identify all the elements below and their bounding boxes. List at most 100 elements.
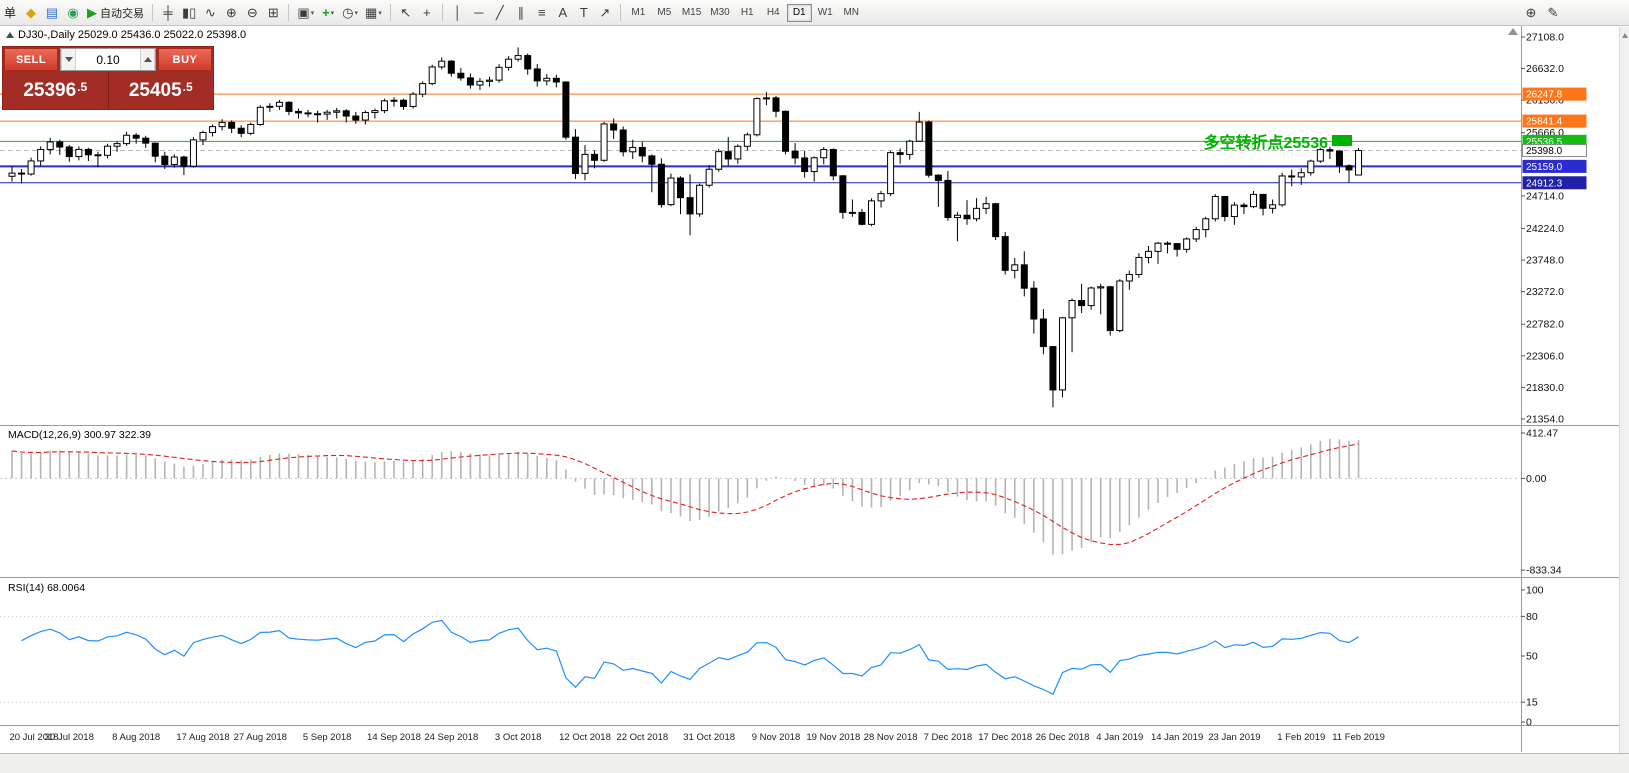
- bars-chart-button[interactable]: ╪: [158, 3, 178, 23]
- navigator-button[interactable]: ◉: [63, 3, 83, 23]
- volume-input[interactable]: [76, 49, 140, 70]
- date-tick-label: 19 Nov 2018: [806, 732, 860, 743]
- fibonacci-button[interactable]: ≡: [532, 3, 552, 23]
- sell-price-pip: .5: [77, 80, 88, 94]
- timeframe-button-h4[interactable]: H4: [761, 4, 786, 22]
- zoom-in-icon: ⊕: [225, 5, 237, 20]
- timeframe-button-m1[interactable]: M1: [626, 4, 651, 22]
- candle-body: [1078, 299, 1086, 307]
- candle-body: [686, 197, 694, 215]
- timeframe-button-h1[interactable]: H1: [735, 4, 760, 22]
- text-button[interactable]: A: [553, 3, 573, 23]
- periods-button[interactable]: ◷ ▾: [339, 3, 361, 23]
- candle-body: [189, 139, 197, 167]
- tile-windows-button[interactable]: ⊞: [263, 3, 283, 23]
- candle-body: [476, 80, 484, 86]
- candle-body: [361, 111, 369, 121]
- new-order-button[interactable]: ◆: [21, 3, 41, 23]
- date-tick-label: 23 Jan 2019: [1208, 732, 1260, 743]
- annotation-marker[interactable]: [1332, 135, 1352, 146]
- candle-body: [1345, 165, 1353, 171]
- vertical-scrollbar[interactable]: [1619, 27, 1629, 753]
- candle-body: [514, 55, 522, 60]
- magnifier-button[interactable]: ⊕: [1521, 3, 1541, 23]
- timeframe-button-d1[interactable]: D1: [786, 3, 812, 22]
- timeframe-button-w1[interactable]: W1: [813, 4, 838, 22]
- crosshair-icon: +: [423, 5, 431, 20]
- market-watch-button[interactable]: ▤: [42, 3, 62, 23]
- line-chart-button[interactable]: ∿: [200, 3, 220, 23]
- templates-button[interactable]: ▦ ▾: [362, 3, 385, 23]
- macd-indicator-label: MACD(12,26,9) 300.97 322.39: [8, 429, 152, 441]
- buy-price[interactable]: 25405 .5: [109, 72, 214, 109]
- date-tick-label: 24 Sep 2018: [424, 732, 478, 743]
- volume-increase-button[interactable]: [140, 49, 155, 70]
- timeframe-button-m15[interactable]: M15: [678, 4, 705, 22]
- rsi-tick-label: 50: [1526, 651, 1538, 663]
- candle-body: [791, 150, 799, 159]
- candle-body: [170, 156, 178, 166]
- candle-body: [953, 214, 961, 219]
- candle-body: [524, 55, 532, 70]
- one-click-trade-panel: SELL BUY 25396 .5 25405 .5: [2, 46, 214, 110]
- vertical-line-button[interactable]: │: [448, 3, 468, 23]
- line-chart-icon: ∿: [204, 5, 216, 20]
- arrows-button[interactable]: ↗: [595, 3, 615, 23]
- trendline-button[interactable]: ╱: [490, 3, 510, 23]
- auto-trading-button[interactable]: ▶ 自动交易: [84, 3, 147, 23]
- edit-compose-button[interactable]: ✎: [1543, 3, 1563, 23]
- candle-body: [428, 66, 436, 85]
- date-tick-label: 30 Jul 2018: [45, 732, 94, 743]
- date-tick-label: 17 Aug 2018: [176, 732, 229, 743]
- candle-body: [1278, 175, 1286, 206]
- candlestick-chart-button[interactable]: ▮▯: [179, 3, 199, 23]
- candle-body: [1297, 172, 1305, 178]
- main-toolbar: 单 ◆ ▤ ◉ ▶ 自动交易 ╪ ▮▯ ∿ ⊕ ⊖ ⊞ ▣ ▾ + ▾ ◷ ▾ ▦ ▾ ↖ + │ ─ ╱ ∥ ≡ A T ↗ M1 M5 M1…: [0, 0, 1629, 26]
- price-tick-label: 22782.0: [1526, 319, 1564, 331]
- timeframe-button-mn[interactable]: MN: [839, 4, 864, 22]
- buy-button[interactable]: BUY: [158, 48, 212, 71]
- timeframe-button-m5[interactable]: M5: [652, 4, 677, 22]
- candle-body: [352, 115, 360, 121]
- chart-shift-marker[interactable]: [1508, 28, 1518, 35]
- sell-price[interactable]: 25396 .5: [3, 72, 109, 109]
- candle-body: [8, 172, 16, 177]
- date-tick-label: 31 Oct 2018: [683, 732, 735, 743]
- candle-body: [638, 146, 646, 157]
- dropdown-caret-icon: ▾: [378, 9, 382, 17]
- crosshair-button[interactable]: +: [417, 3, 437, 23]
- rsi-tick-label: 15: [1526, 697, 1538, 709]
- templates-icon: ▦: [365, 5, 378, 20]
- magnifier-icon: ⊕: [1525, 5, 1537, 20]
- new-chart-button[interactable]: ▣ ▾: [294, 3, 317, 23]
- candle-body: [696, 184, 704, 215]
- timeframe-button-m30[interactable]: M30: [706, 4, 733, 22]
- horizontal-line-icon: ─: [474, 5, 484, 20]
- cursor-icon: ↖: [400, 5, 412, 20]
- cursor-button[interactable]: ↖: [396, 3, 416, 23]
- candle-body: [906, 140, 914, 155]
- candle-body: [228, 121, 236, 129]
- zoom-in-button[interactable]: ⊕: [221, 3, 241, 23]
- date-tick-label: 22 Oct 2018: [616, 732, 668, 743]
- add-indicator-button[interactable]: + ▾: [318, 3, 338, 23]
- equidistant-channel-button[interactable]: ∥: [511, 3, 531, 23]
- chart-canvas[interactable]: 27108.026632.026156.025666.024714.024224…: [0, 26, 1629, 773]
- candle-body: [963, 214, 971, 220]
- sell-button[interactable]: SELL: [4, 48, 58, 71]
- trendline-icon: ╱: [495, 5, 504, 20]
- text-label-button[interactable]: T: [574, 3, 594, 23]
- new-chart-icon: ▣: [297, 5, 310, 20]
- candle-body: [295, 110, 302, 114]
- candle-body: [1326, 149, 1334, 152]
- vertical-line-icon: │: [453, 5, 462, 20]
- menu-item-fragment[interactable]: 单: [4, 6, 17, 20]
- candle-body: [409, 93, 417, 107]
- horizontal-line-button[interactable]: ─: [469, 3, 489, 23]
- zoom-out-button[interactable]: ⊖: [242, 3, 262, 23]
- candle-body: [1173, 243, 1181, 250]
- date-tick-label: 8 Aug 2018: [112, 732, 160, 743]
- volume-decrease-button[interactable]: [61, 49, 76, 70]
- candlestick-chart-icon: ▮▯: [182, 5, 197, 20]
- date-tick-label: 5 Sep 2018: [303, 732, 352, 743]
